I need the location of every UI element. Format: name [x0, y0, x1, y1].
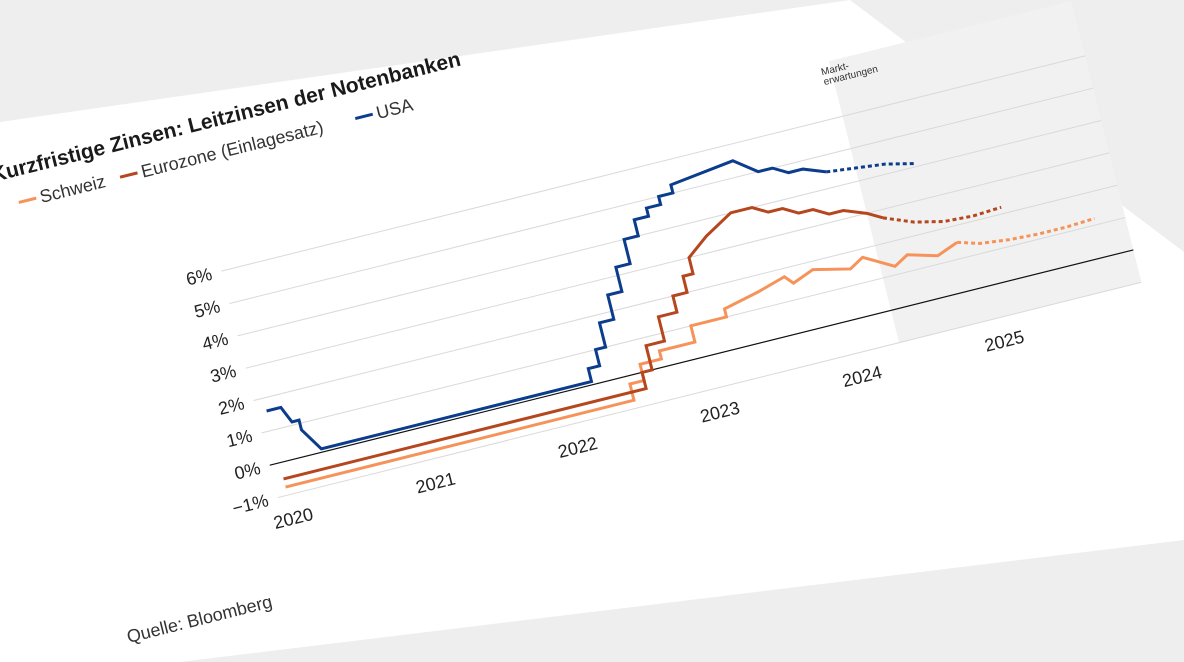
series-lines [266, 159, 1096, 489]
series-line-usa [266, 159, 827, 451]
gridline [277, 281, 1142, 499]
legend-swatch [354, 112, 374, 121]
series-line-eurozone [283, 205, 884, 481]
gridline [221, 55, 1086, 272]
series-forecast-schweiz [957, 216, 1096, 245]
legend-swatch [119, 171, 138, 179]
gridline [245, 152, 1110, 369]
zero-line [269, 249, 1134, 466]
forecast-region: Markt-erwartungen [820, 0, 1142, 343]
forecast-shade [828, 0, 1142, 343]
series-forecast-eurozone [882, 205, 1002, 224]
y-axis: 6%5%4%3%2%1%0%−1% [184, 264, 271, 519]
series-forecast-usa [826, 162, 915, 174]
gridline [237, 120, 1102, 337]
legend-swatch [18, 196, 37, 204]
